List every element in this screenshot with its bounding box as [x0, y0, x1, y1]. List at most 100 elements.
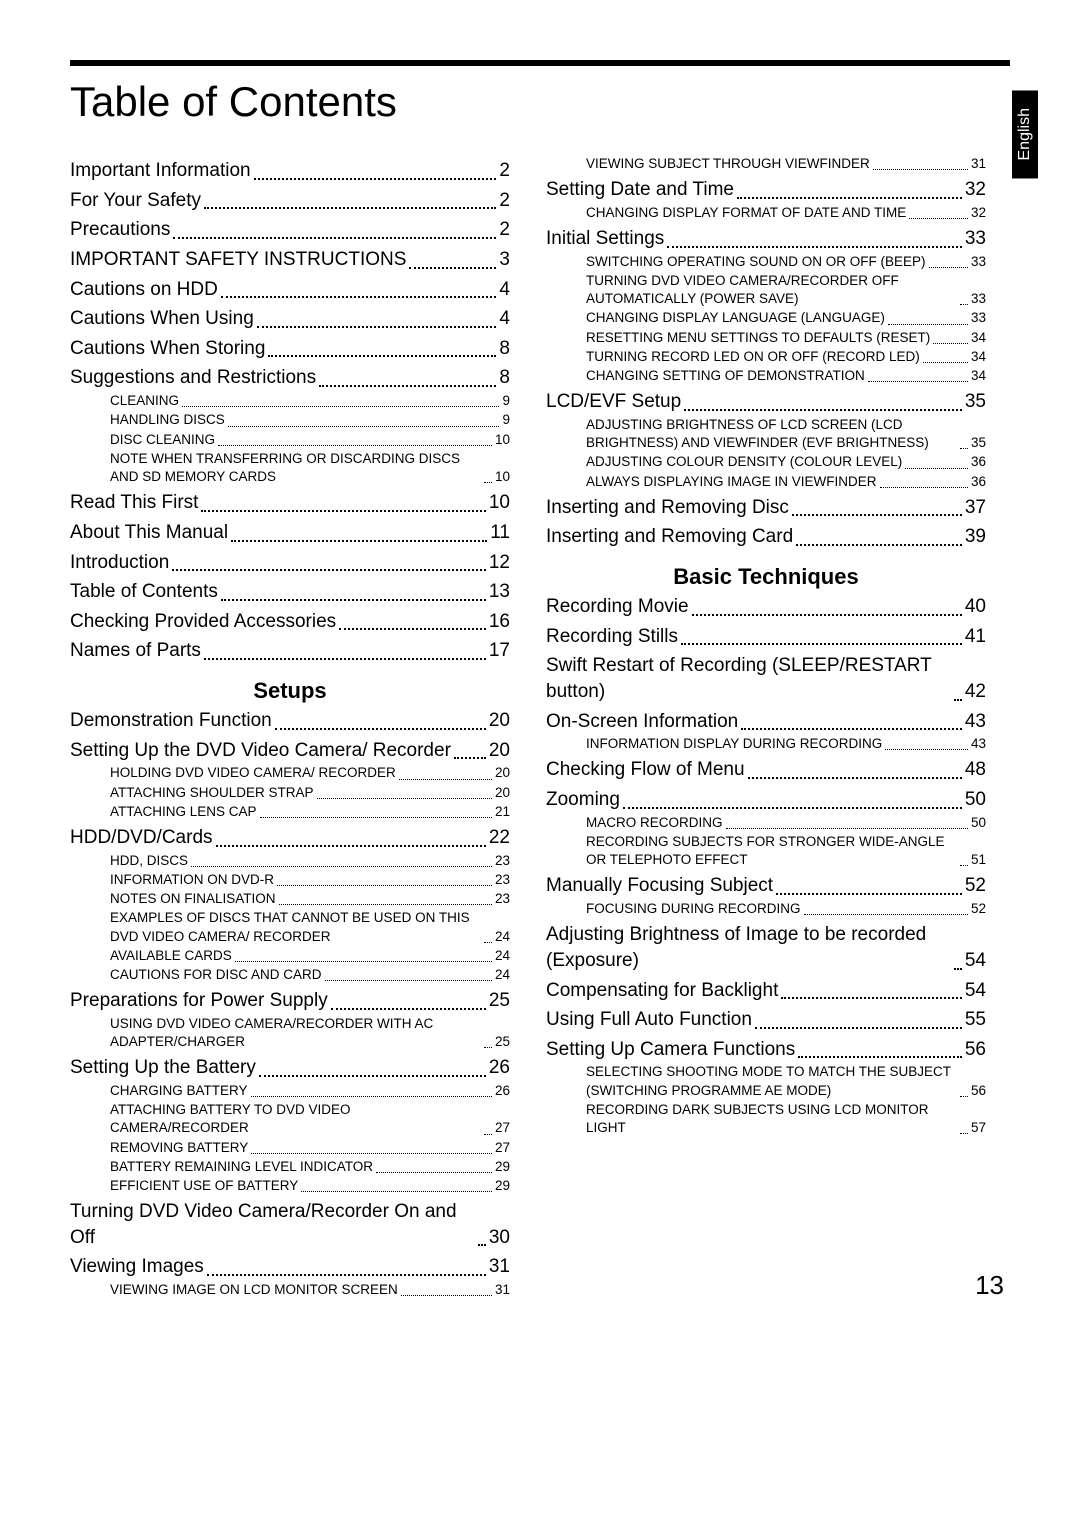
toc-label: HDD/DVD/Cards — [70, 825, 213, 851]
toc-page: 2 — [499, 188, 510, 214]
dot-leaders — [960, 854, 968, 866]
dot-leaders — [235, 950, 492, 962]
toc-label: NOTES ON FINALISATION — [110, 890, 276, 908]
toc-page: 2 — [499, 217, 510, 243]
toc-entry: BATTERY REMAINING LEVEL INDICATOR29 — [70, 1158, 510, 1176]
toc-entry: IMPORTANT SAFETY INSTRUCTIONS3 — [70, 247, 510, 273]
toc-page: 55 — [965, 1007, 986, 1033]
toc-page: 22 — [489, 825, 510, 851]
dot-leaders — [409, 251, 496, 268]
toc-entry: Turning DVD Video Camera/Recorder On and… — [70, 1199, 510, 1250]
toc-entry: VIEWING SUBJECT THROUGH VIEWFINDER31 — [546, 155, 986, 173]
dot-leaders — [755, 1012, 962, 1029]
dot-leaders — [905, 456, 968, 468]
toc-entry: Compensating for Backlight54 — [546, 978, 986, 1004]
toc-label: CHANGING DISPLAY FORMAT OF DATE AND TIME — [586, 204, 906, 222]
toc-label: INFORMATION DISPLAY DURING RECORDING — [586, 735, 882, 753]
toc-label: Compensating for Backlight — [546, 978, 778, 1004]
toc-entry: Table of Contents13 — [70, 579, 510, 605]
dot-leaders — [954, 952, 962, 969]
toc-label: Cautions When Using — [70, 306, 254, 332]
toc-entry: ADJUSTING BRIGHTNESS OF LCD SCREEN (LCD … — [546, 416, 986, 452]
toc-page: 37 — [965, 495, 986, 521]
toc-label: HDD, DISCS — [110, 852, 188, 870]
dot-leaders — [221, 584, 486, 601]
toc-entry: NOTE WHEN TRANSFERRING OR DISCARDING DIS… — [70, 450, 510, 486]
toc-entry: INFORMATION DISPLAY DURING RECORDING43 — [546, 735, 986, 753]
toc-entry: LCD/EVF Setup 35 — [546, 389, 986, 415]
toc-page: 51 — [971, 851, 986, 869]
toc-entry: Suggestions and Restrictions8 — [70, 365, 510, 391]
dot-leaders — [684, 394, 962, 411]
toc-page: 31 — [971, 155, 986, 173]
toc-label: ATTACHING LENS CAP — [110, 803, 257, 821]
toc-label: Introduction — [70, 550, 169, 576]
toc-page: 50 — [971, 814, 986, 832]
toc-label: CAUTIONS FOR DISC AND CARD — [110, 966, 322, 984]
toc-label: VIEWING IMAGE ON LCD MONITOR SCREEN — [110, 1281, 398, 1299]
toc-page: 26 — [489, 1055, 510, 1081]
toc-label: TURNING DVD VIDEO CAMERA/RECORDER OFF AU… — [586, 272, 957, 308]
toc-entry: MACRO RECORDING50 — [546, 814, 986, 832]
toc-entry: Important Information2 — [70, 158, 510, 184]
toc-page: 31 — [489, 1254, 510, 1280]
toc-page: 52 — [965, 873, 986, 899]
toc-entry: SELECTING SHOOTING MODE TO MATCH THE SUB… — [546, 1063, 986, 1099]
dot-leaders — [798, 1041, 962, 1058]
toc-entry: ATTACHING BATTERY TO DVD VIDEO CAMERA/RE… — [70, 1101, 510, 1137]
toc-label: Precautions — [70, 217, 170, 243]
toc-entry: Preparations for Power Supply25 — [70, 988, 510, 1014]
toc-label: Recording Stills — [546, 624, 678, 650]
dot-leaders — [873, 158, 968, 170]
dot-leaders — [484, 1122, 492, 1134]
toc-page: 11 — [490, 520, 510, 546]
toc-label: SELECTING SHOOTING MODE TO MATCH THE SUB… — [586, 1063, 957, 1099]
toc-label: SWITCHING OPERATING SOUND ON OR OFF (BEE… — [586, 253, 926, 271]
toc-entry: Precautions 2 — [70, 217, 510, 243]
toc-page: 34 — [971, 348, 986, 366]
toc-label: RESETTING MENU SETTINGS TO DEFAULTS (RES… — [586, 329, 930, 347]
toc-page: 23 — [495, 890, 510, 908]
toc-page: 41 — [965, 624, 986, 650]
toc-entry: CHANGING DISPLAY LANGUAGE (LANGUAGE)33 — [546, 309, 986, 327]
toc-page: 20 — [495, 784, 510, 802]
dot-leaders — [748, 762, 962, 779]
toc-page: 36 — [971, 473, 986, 491]
dot-leaders — [888, 312, 968, 324]
toc-page: 10 — [489, 490, 510, 516]
toc-entry: Recording Stills 41 — [546, 624, 986, 650]
dot-leaders — [667, 231, 962, 248]
toc-entry: ATTACHING SHOULDER STRAP20 — [70, 784, 510, 802]
dot-leaders — [796, 529, 962, 546]
toc-page: 56 — [971, 1082, 986, 1100]
toc-label: Names of Parts — [70, 638, 201, 664]
toc-page: 27 — [495, 1119, 510, 1137]
toc-page: 48 — [965, 757, 986, 783]
toc-label: Manually Focusing Subject — [546, 873, 773, 899]
dot-leaders — [401, 1284, 492, 1296]
toc-label: Zooming — [546, 787, 620, 813]
toc-entry: Zooming50 — [546, 787, 986, 813]
toc-entry: CHANGING DISPLAY FORMAT OF DATE AND TIME… — [546, 204, 986, 222]
toc-page: 39 — [965, 524, 986, 550]
toc-entry: ATTACHING LENS CAP 21 — [70, 803, 510, 821]
dot-leaders — [301, 1180, 492, 1192]
toc-page: 35 — [965, 389, 986, 415]
toc-label: Suggestions and Restrictions — [70, 365, 316, 391]
toc-entry: EFFICIENT USE OF BATTERY29 — [70, 1177, 510, 1195]
dot-leaders — [960, 437, 968, 449]
toc-page: 21 — [495, 803, 510, 821]
toc-label: Adjusting Brightness of Image to be reco… — [546, 922, 951, 973]
dot-leaders — [260, 806, 492, 818]
toc-label: AVAILABLE CARDS — [110, 947, 232, 965]
dot-leaders — [484, 931, 492, 943]
toc-label: LCD/EVF Setup — [546, 389, 681, 415]
dot-leaders — [781, 982, 962, 999]
toc-label: Setting Up the Battery — [70, 1055, 256, 1081]
dot-leaders — [191, 855, 492, 867]
toc-entry: HOLDING DVD VIDEO CAMERA/ RECORDER20 — [70, 764, 510, 782]
dot-leaders — [317, 787, 492, 799]
toc-page: 9 — [502, 411, 510, 429]
toc-label: RECORDING DARK SUBJECTS USING LCD MONITO… — [586, 1101, 957, 1137]
toc-entry: Initial Settings33 — [546, 226, 986, 252]
